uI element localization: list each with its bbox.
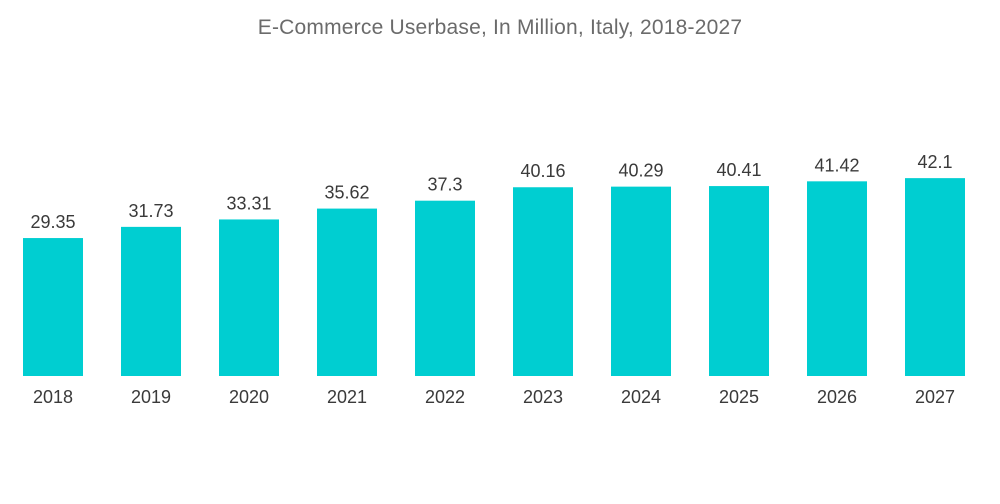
value-label-2020: 33.31: [226, 193, 271, 213]
bar-2019: [121, 226, 181, 376]
bar-2022: [415, 200, 475, 376]
x-tick-label-2024: 2024: [621, 387, 661, 407]
value-label-2025: 40.41: [716, 160, 761, 180]
value-label-2024: 40.29: [618, 161, 663, 181]
bars-group: [23, 178, 965, 376]
x-tick-label-2025: 2025: [719, 387, 759, 407]
value-label-2023: 40.16: [520, 161, 565, 181]
chart-title: E-Commerce Userbase, In Million, Italy, …: [257, 16, 743, 39]
bar-2026: [807, 181, 867, 376]
x-tick-label-2026: 2026: [817, 387, 857, 407]
x-tick-label-2022: 2022: [425, 387, 465, 407]
bar-2024: [611, 186, 671, 376]
value-label-2026: 41.42: [814, 155, 859, 175]
bar-2023: [513, 187, 573, 376]
x-tick-label-2023: 2023: [523, 387, 563, 407]
x-tick-label-2020: 2020: [229, 387, 269, 407]
bar-2027: [905, 178, 965, 376]
value-label-2022: 37.3: [427, 175, 462, 195]
bar-2025: [709, 186, 769, 376]
bar-2021: [317, 208, 377, 376]
x-tick-label-2018: 2018: [33, 387, 73, 407]
value-label-2027: 42.1: [917, 152, 952, 172]
x-axis-ticks-group: 2018 2019 2020 2021 2022 2023 2024 2025 2026 2027: [33, 387, 955, 407]
x-tick-label-2019: 2019: [131, 387, 171, 407]
bar-2020: [219, 219, 279, 376]
value-label-2021: 35.62: [324, 183, 369, 203]
value-label-2018: 29.35: [30, 212, 75, 232]
value-labels-group: 29.35 31.73 33.31 35.62 37.3 40.16 40.29 40.41 4…: [30, 152, 952, 232]
value-label-2019: 31.73: [128, 201, 173, 221]
x-tick-label-2027: 2027: [915, 387, 955, 407]
bar-2018: [23, 238, 83, 376]
x-tick-label-2021: 2021: [327, 387, 367, 407]
